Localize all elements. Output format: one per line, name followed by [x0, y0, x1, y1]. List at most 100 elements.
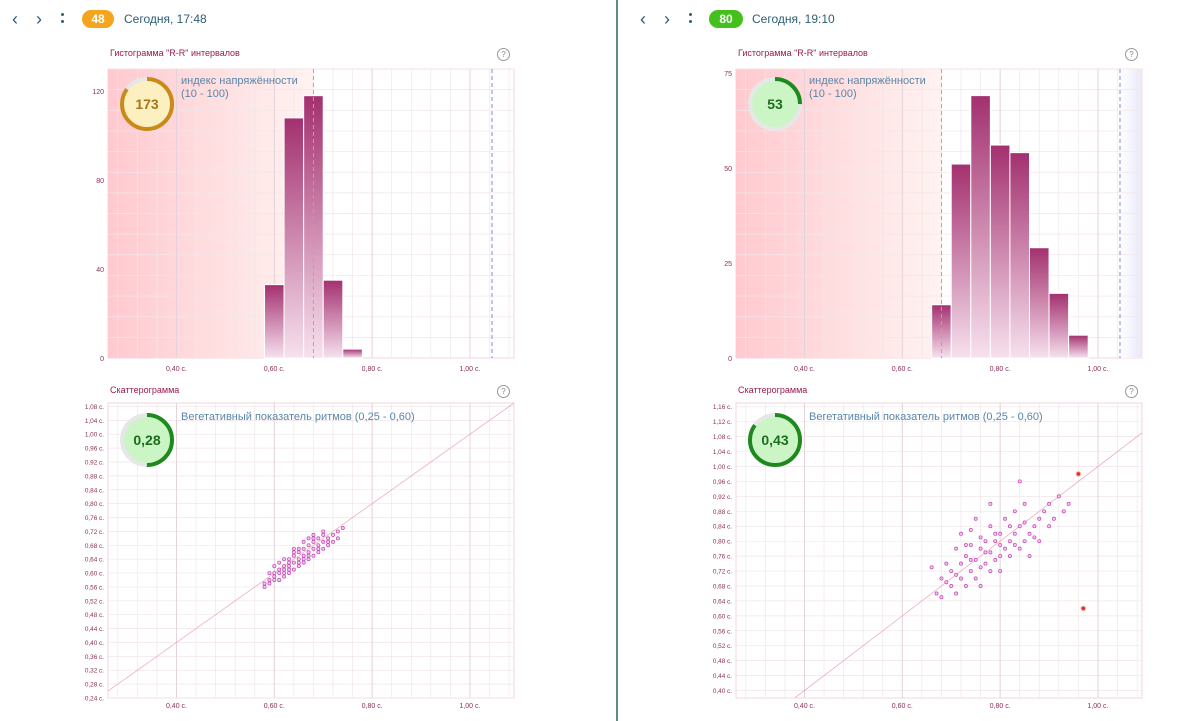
scatter-point: [262, 584, 267, 589]
scatter-point: [968, 569, 973, 573]
scatter-point: [296, 557, 301, 562]
scatter-point: [988, 501, 993, 506]
scatter-point: [1032, 535, 1037, 540]
scatter-point: [287, 567, 291, 572]
scatter-point: [267, 581, 272, 586]
scatter-point: [954, 572, 959, 577]
vegetative-index-gauge-ring: [748, 413, 802, 467]
y-tick-label: 0,64 с.: [85, 557, 104, 564]
scatter-point: [287, 557, 291, 562]
scatter-point: [973, 557, 978, 562]
measurement-datetime: Сегодня, 19:10: [752, 12, 835, 26]
measurement-panel-2: ‹ › 80 Сегодня, 19:10 Гистограмма "R-R" …: [619, 0, 1200, 721]
y-tick-label: 0,48 с.: [85, 612, 104, 619]
histogram-bar: [989, 144, 1011, 359]
y-tick-label: 0,92 с.: [85, 460, 104, 467]
scatter-point: [1056, 494, 1061, 499]
scatter-point: [968, 542, 973, 547]
y-tick-label: 1,16 с.: [713, 404, 732, 411]
y-tick-label: 0,44 с.: [713, 673, 732, 680]
histogram-help-icon[interactable]: ?: [1125, 48, 1138, 61]
scatter-point: [954, 591, 959, 596]
y-tick-label: 0: [728, 356, 732, 363]
histogram-bar: [322, 279, 344, 359]
scatter-point: [326, 536, 331, 541]
vegetative-index-gauge-label: Вегетативный показатель ритмов (0,25 - 0…: [181, 411, 415, 423]
scatter-point: [321, 532, 326, 537]
scatter-point: [944, 561, 949, 566]
score-badge: 80: [709, 10, 743, 28]
scatter-point: [988, 524, 993, 529]
scatter-point: [291, 553, 296, 558]
prev-arrow-icon[interactable]: ‹: [640, 9, 646, 29]
y-tick-label: 0,76 с.: [713, 554, 732, 561]
scatter-point: [1061, 509, 1066, 514]
more-menu-icon[interactable]: [686, 10, 696, 28]
scatter-point: [1012, 531, 1017, 536]
x-tick-label: 0,60 с.: [264, 703, 285, 710]
stress-index-gauge-ring: [748, 77, 802, 131]
next-arrow-icon[interactable]: ›: [36, 9, 42, 29]
scatter-point: [983, 539, 988, 544]
scattergram-help-icon[interactable]: ?: [1125, 385, 1138, 398]
scatter-point: [267, 578, 272, 582]
more-menu-icon[interactable]: [58, 10, 68, 28]
scatter-point: [1012, 509, 1017, 514]
x-tick-label: 0,40 с.: [794, 366, 815, 373]
histogram-bar: [1048, 292, 1070, 359]
scatter-point: [340, 525, 345, 530]
y-tick-label: 0,64 с.: [713, 598, 732, 605]
y-tick-label: 1,12 с.: [713, 419, 732, 426]
histogram-chart: 0 40 80 120 0,40 с. 0,60 с. 0,80 с. 1,00 с. 173 и…: [92, 68, 515, 373]
y-tick-label: 0,56 с.: [713, 628, 732, 635]
scatter-point: [1012, 542, 1017, 547]
scatter-point: [282, 564, 287, 569]
scatter-point: [959, 531, 963, 536]
scattergram-help-icon[interactable]: ?: [497, 385, 510, 398]
scatter-point: [296, 560, 301, 565]
scattergram-title: Скаттерограмма: [110, 385, 180, 395]
histogram-title: Гистограмма "R-R" интервалов: [738, 48, 868, 58]
scatter-point: [973, 576, 978, 581]
scattergram-chart: 0,40 с. 0,44 с. 0,48 с. 0,52 с. 0,56 с. 0,60 …: [713, 402, 1143, 710]
scatter-point: [287, 560, 291, 565]
scatter-point: [1047, 524, 1052, 529]
stress-index-gauge-label: (10 - 100): [809, 88, 857, 100]
next-arrow-icon[interactable]: ›: [664, 9, 670, 29]
x-tick-label: 0,40 с.: [166, 703, 187, 710]
y-tick-label: 0,76 с.: [85, 515, 104, 522]
histogram-bar: [950, 163, 972, 359]
scatter-point: [954, 546, 959, 551]
y-tick-label: 50: [724, 166, 732, 173]
scatter-point: [267, 571, 272, 576]
y-tick-label: 0,44 с.: [85, 626, 104, 633]
scatter-point: [988, 569, 993, 573]
scatter-point: [306, 553, 311, 558]
prev-arrow-icon[interactable]: ‹: [12, 9, 18, 29]
scatter-point: [291, 550, 296, 555]
scatter-point: [1007, 539, 1012, 544]
y-tick-label: 1,00 с.: [713, 464, 732, 471]
y-tick-label: 0,40 с.: [85, 640, 104, 647]
scatter-point: [1022, 520, 1027, 525]
plot-area: [107, 402, 515, 699]
x-tick-label: 0,60 с.: [264, 366, 285, 373]
y-tick-label: 0,60 с.: [713, 613, 732, 620]
scatter-point: [301, 560, 306, 565]
scatter-point: [282, 567, 287, 572]
scatter-point: [963, 584, 968, 588]
scatter-point: [306, 543, 311, 548]
y-tick-label: 0,84 с.: [713, 524, 732, 531]
scatter-point: [262, 581, 267, 586]
scatter-point: [1007, 524, 1012, 529]
y-tick-label: 0,80 с.: [85, 501, 104, 508]
scatter-point: [934, 591, 939, 596]
scatter-point: [998, 542, 1003, 547]
scatter-point: [272, 571, 277, 576]
x-tick-label: 1,00 с.: [459, 366, 480, 373]
scatter-point: [1032, 524, 1037, 529]
scatter-point: [998, 554, 1003, 559]
histogram-help-icon[interactable]: ?: [497, 48, 510, 61]
y-tick-label: 0,28 с.: [85, 682, 104, 689]
scatter-point: [316, 536, 321, 541]
